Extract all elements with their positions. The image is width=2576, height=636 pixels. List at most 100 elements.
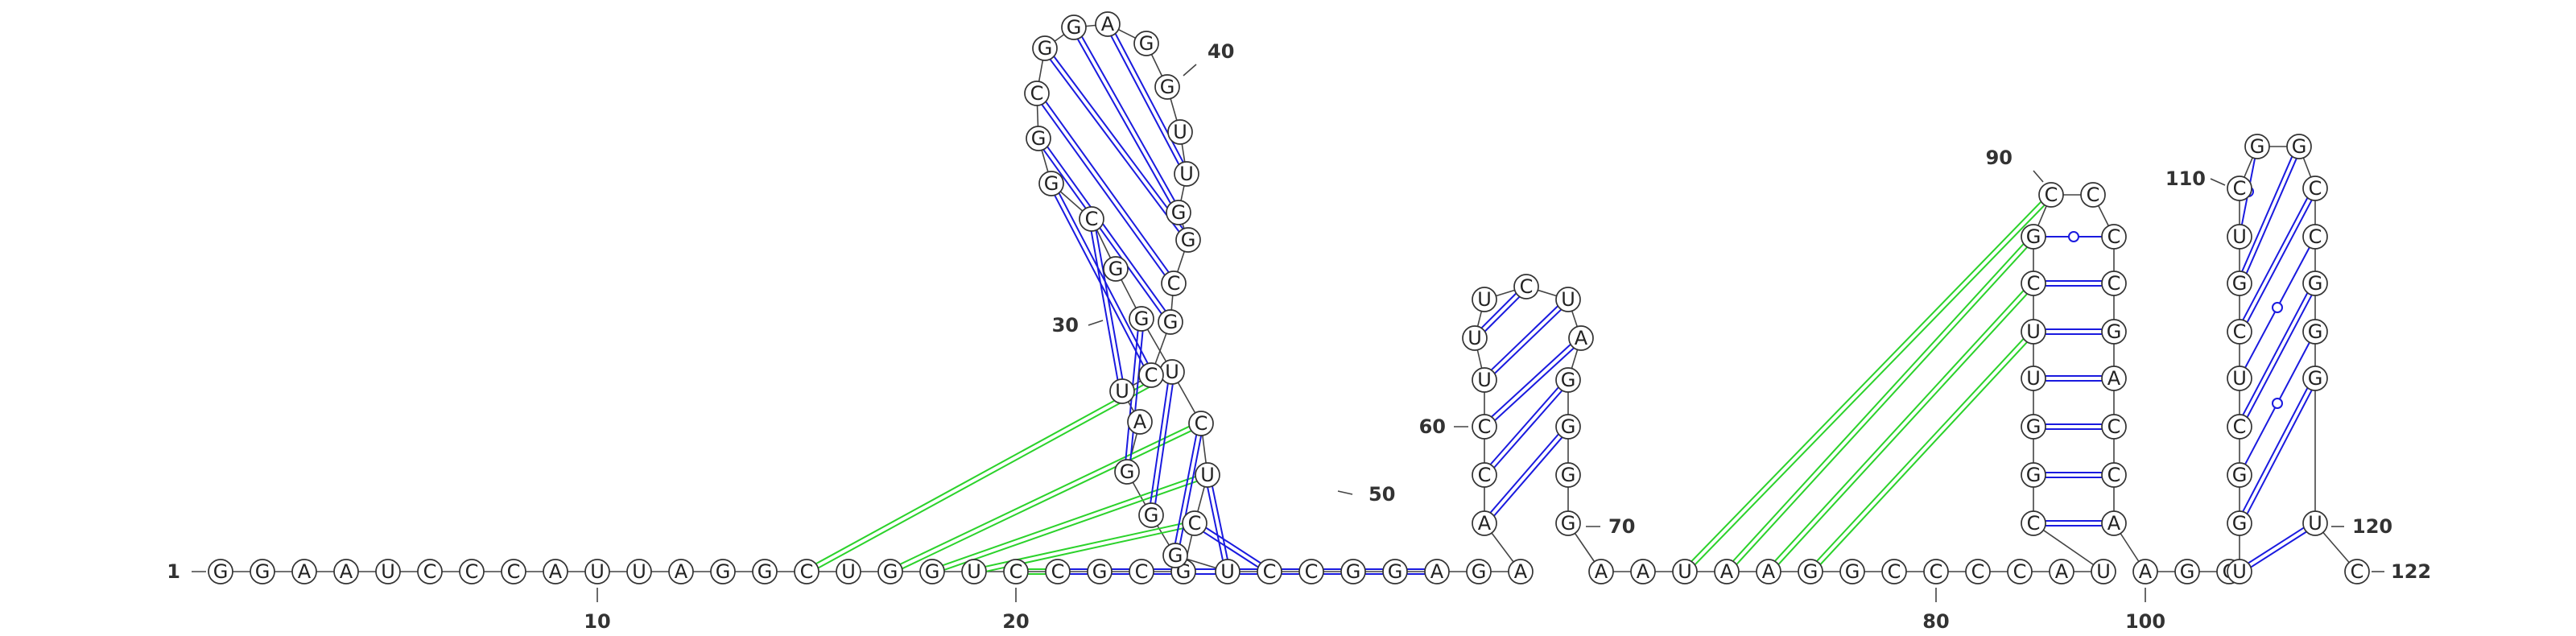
nucleotide-letter: U bbox=[1165, 361, 1179, 383]
nucleotide-circle bbox=[710, 559, 736, 584]
nucleotide-circle bbox=[1003, 559, 1029, 584]
nucleotide-letter: A bbox=[1478, 512, 1492, 535]
nucleotide-circle bbox=[2227, 510, 2252, 536]
nucleotide: G bbox=[2021, 224, 2046, 250]
nucleotide-letter: C bbox=[2045, 184, 2058, 206]
nucleotide-circle bbox=[2132, 559, 2158, 584]
nucleotide-letter: U bbox=[2232, 225, 2247, 248]
nucleotide-circle bbox=[2007, 559, 2033, 584]
base-pair-line bbox=[1489, 433, 1559, 514]
nucleotide-circle bbox=[1513, 274, 1539, 299]
nucleotide-letter: C bbox=[1971, 560, 1985, 583]
nucleotide: A bbox=[333, 559, 359, 584]
base-pair-line bbox=[2248, 527, 2305, 564]
nucleotide-circle bbox=[1129, 559, 1154, 584]
nucleotide: U bbox=[1195, 462, 1220, 488]
wobble-pair-dot bbox=[2272, 398, 2283, 409]
nucleotide-circle bbox=[1672, 559, 1698, 584]
nucleotide: C bbox=[2101, 414, 2127, 440]
nucleotide-circle bbox=[1161, 271, 1187, 296]
nucleotide-circle bbox=[2101, 510, 2127, 536]
nucleotide: C bbox=[2101, 224, 2127, 250]
nucleotide-letter: C bbox=[2027, 512, 2041, 535]
nucleotide-letter: C bbox=[2107, 272, 2121, 295]
nucleotide-circle bbox=[2101, 462, 2127, 488]
nucleotide-circle bbox=[2021, 365, 2046, 391]
nucleotide-circle bbox=[1167, 119, 1193, 145]
base-pair-line bbox=[1493, 436, 1563, 517]
nucleotide: G bbox=[1555, 414, 1581, 440]
nucleotide-letter: C bbox=[2351, 560, 2364, 583]
nucleotide-circle bbox=[1103, 256, 1129, 282]
nucleotide: U bbox=[1472, 367, 1497, 393]
nucleotide-circle bbox=[2101, 414, 2127, 440]
nucleotide-letter: G bbox=[2308, 272, 2323, 295]
nucleotide-letter: G bbox=[1092, 560, 1108, 583]
base-pair-line bbox=[2242, 387, 2309, 512]
nucleotide-circle bbox=[1555, 510, 1581, 536]
nucleotide-letter: G bbox=[2026, 464, 2041, 486]
nucleotide-letter: C bbox=[1009, 560, 1023, 583]
nucleotide-letter: G bbox=[1031, 127, 1046, 150]
nucleotide: G bbox=[208, 559, 233, 584]
nucleotide-letter: G bbox=[1044, 172, 1059, 195]
nucleotide: U bbox=[1462, 325, 1488, 351]
nucleotide: C bbox=[2302, 224, 2328, 250]
nucleotide-letter: G bbox=[1388, 560, 1403, 583]
nucleotide: U bbox=[626, 559, 652, 584]
nucleotide: G bbox=[1340, 559, 1366, 584]
nucleotide: G bbox=[2227, 510, 2252, 536]
nucleotide-letter: U bbox=[2232, 560, 2247, 583]
nucleotide: A bbox=[1756, 559, 1781, 584]
nucleotide: C bbox=[2101, 462, 2127, 488]
pseudoknot-pair-line bbox=[1682, 192, 2050, 571]
nucleotide-letter: C bbox=[1085, 208, 1099, 230]
nucleotide-circle bbox=[1472, 414, 1497, 440]
pseudoknot-pair-line bbox=[1766, 281, 2033, 571]
nucleotide: G bbox=[1087, 559, 1113, 584]
nucleotide-letter: U bbox=[2096, 560, 2111, 583]
nucleotide-letter: C bbox=[1195, 412, 1208, 435]
pseudoknot-pair-line bbox=[890, 424, 1203, 575]
nucleotide: G bbox=[1138, 502, 1164, 528]
pseudoknot-pair-line bbox=[1724, 234, 2033, 571]
nucleotide-circle bbox=[1472, 510, 1497, 536]
nucleotide-circle bbox=[2101, 365, 2127, 391]
nucleotide-letter: G bbox=[2107, 320, 2122, 343]
nucleotide-circle bbox=[1472, 462, 1497, 488]
nucleotide-letter: C bbox=[465, 560, 479, 583]
nucleotide: G bbox=[1032, 35, 1058, 61]
nucleotide: U bbox=[375, 559, 401, 584]
nucleotide: G bbox=[1166, 200, 1191, 225]
nucleotide-letter: G bbox=[2308, 367, 2323, 390]
nucleotide-circle bbox=[1630, 559, 1656, 584]
pseudoknot-layer bbox=[805, 192, 2054, 575]
nucleotide-circle bbox=[1462, 325, 1488, 351]
nucleotide-letter: G bbox=[1845, 560, 1860, 583]
position-tick bbox=[2033, 170, 2044, 183]
nucleotide: C bbox=[2038, 182, 2064, 208]
nucleotide-letter: A bbox=[675, 560, 688, 583]
nucleotide-letter: A bbox=[2107, 367, 2121, 390]
nucleotide-letter: C bbox=[1930, 560, 1943, 583]
nucleotide-circle bbox=[291, 559, 317, 584]
nucleotide-circle bbox=[668, 559, 694, 584]
nucleotide: A bbox=[543, 559, 568, 584]
nucleotide: G bbox=[2302, 319, 2328, 345]
nucleotide-circle bbox=[2344, 559, 2370, 584]
nucleotide: C bbox=[2227, 319, 2252, 345]
nucleotide: C bbox=[1161, 271, 1187, 296]
base-pair-line bbox=[1046, 146, 1166, 312]
base-pair-line bbox=[1174, 434, 1198, 543]
nucleotide-circle bbox=[1114, 459, 1140, 485]
nucleotide: G bbox=[752, 559, 778, 584]
nucleotide: G bbox=[250, 559, 275, 584]
base-pair-line bbox=[1054, 195, 1145, 366]
base-pair-line bbox=[1090, 231, 1119, 380]
nucleotide: C bbox=[1965, 559, 1991, 584]
nucleotide: A bbox=[1127, 409, 1153, 435]
nucleotide: A bbox=[1588, 559, 1614, 584]
nucleotide-letter: G bbox=[1134, 308, 1150, 330]
nucleotide-circle bbox=[1032, 35, 1058, 61]
